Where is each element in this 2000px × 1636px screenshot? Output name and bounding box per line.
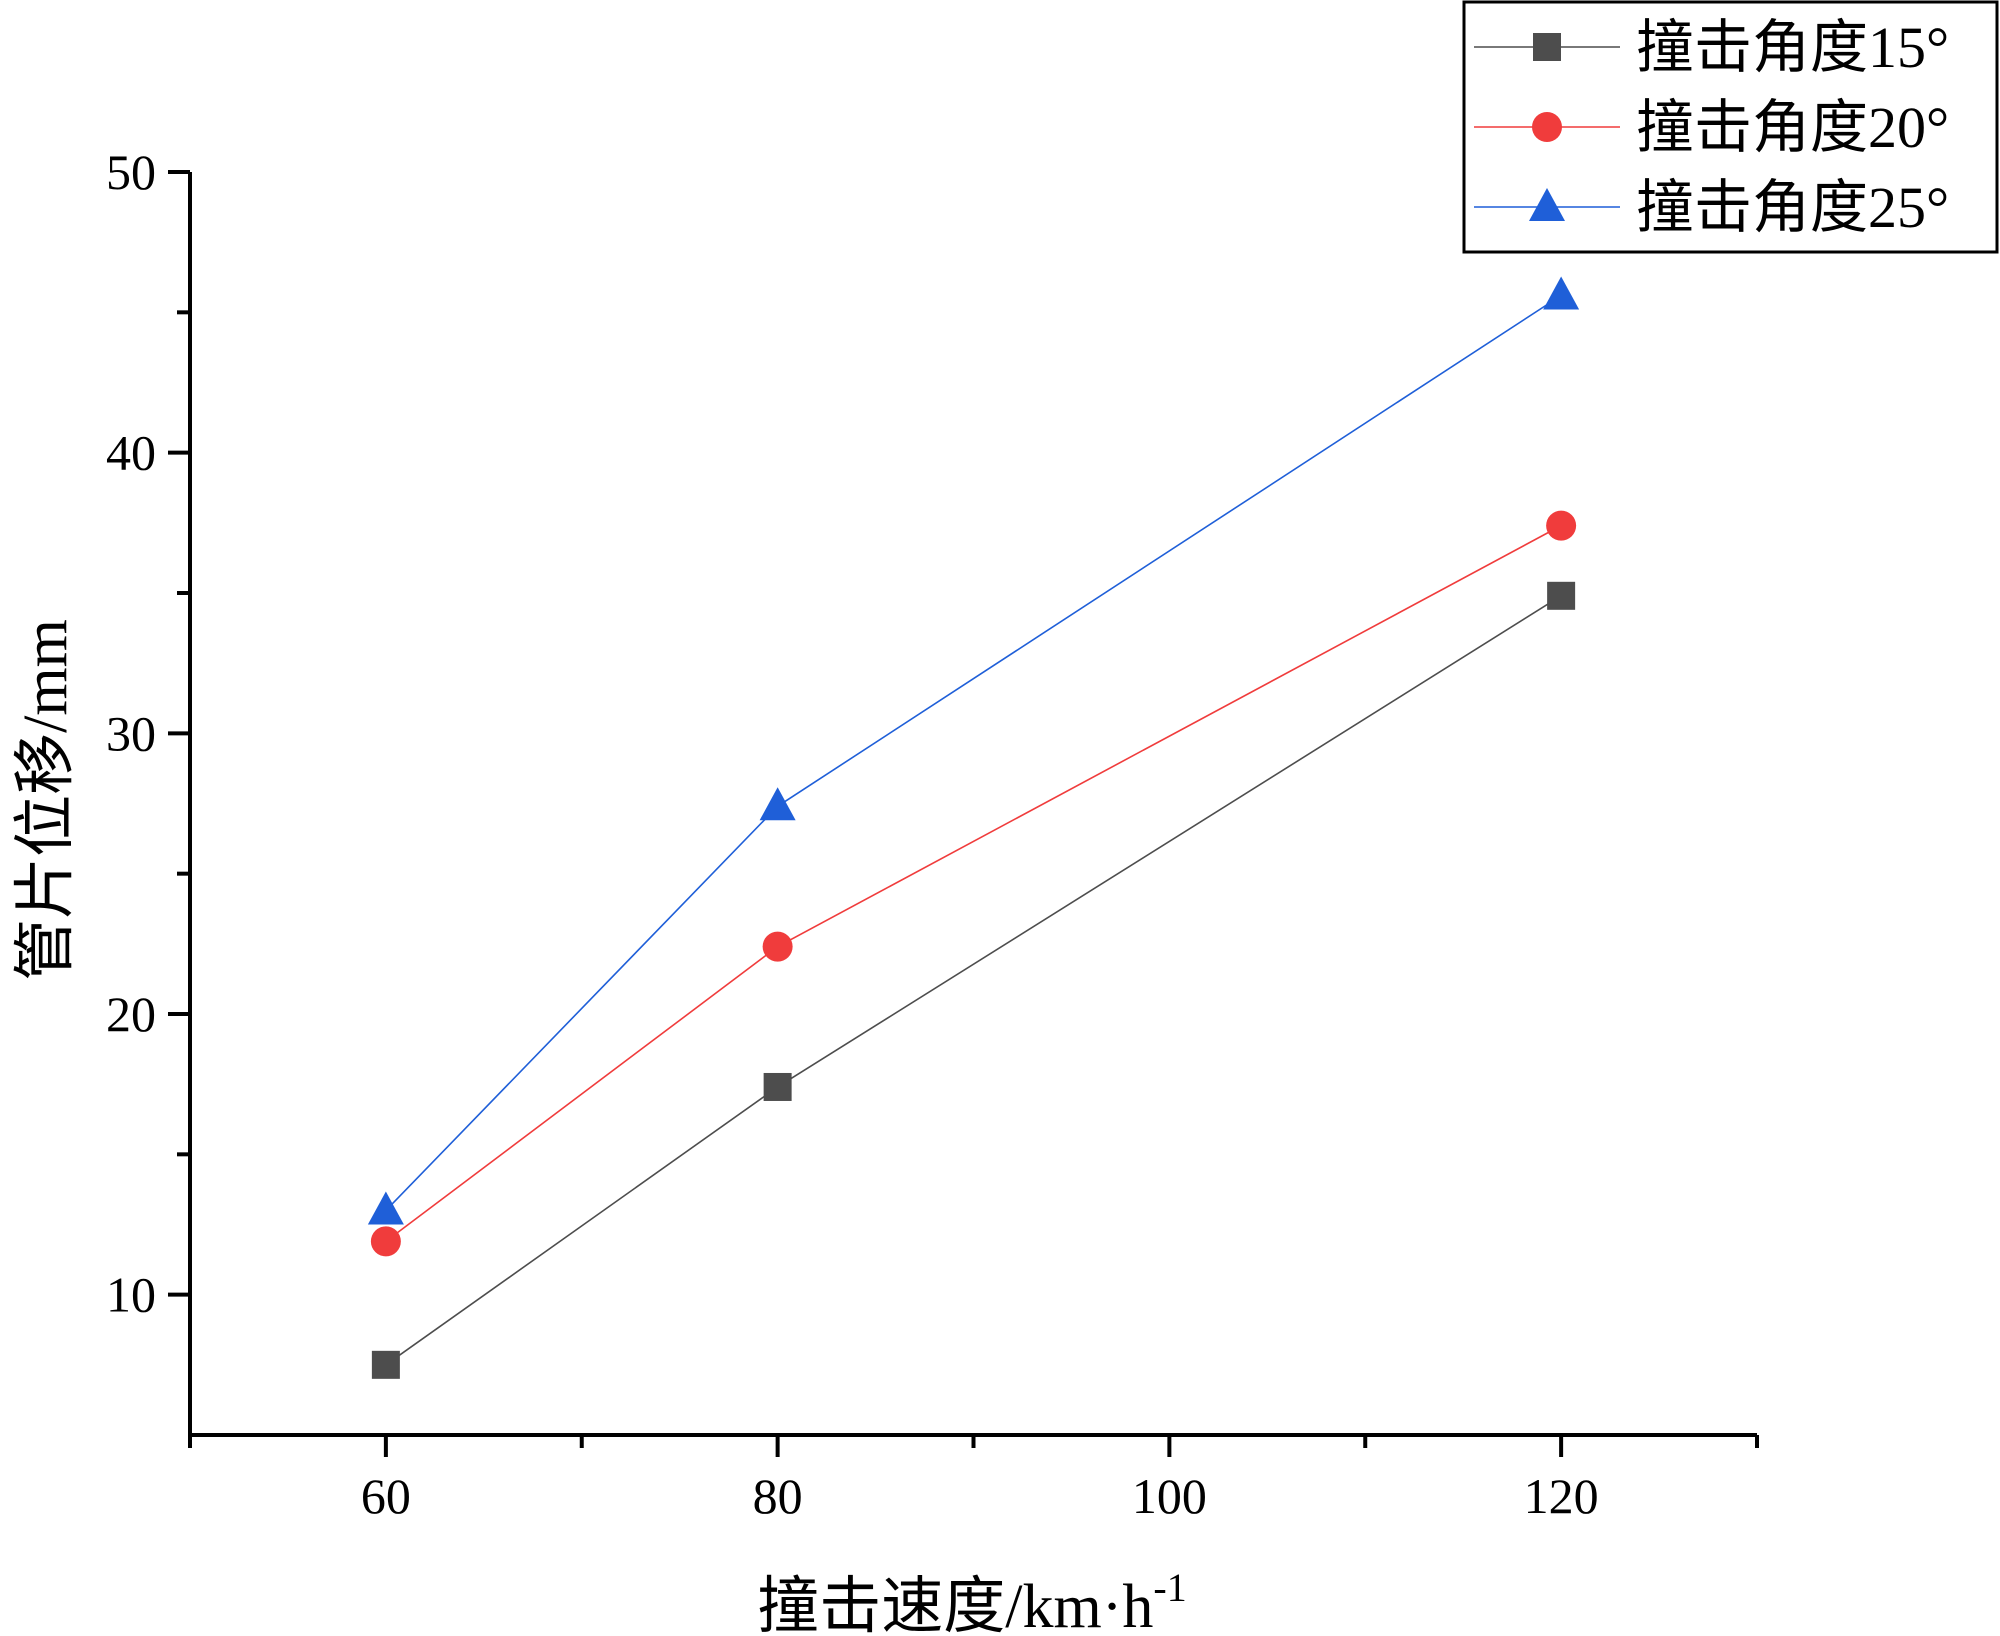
data-point: [1547, 581, 1576, 610]
legend: 撞击角度15° 撞击角度20° 撞击角度25°: [1462, 0, 1999, 254]
x-axis-title-superscript: -1: [1153, 1565, 1186, 1610]
y-tick-label: 30: [106, 705, 156, 761]
legend-marker: [1533, 33, 1561, 61]
series-3: [367, 276, 1580, 1225]
series-line: [385, 524, 1562, 1242]
x-axis-title-text: 撞击速度/km·h: [757, 1573, 1153, 1636]
y-ticks: 10 20 30 40 50: [106, 144, 190, 1323]
data-point: [367, 1191, 404, 1225]
series-line: [385, 294, 1562, 1212]
y-tick-label: 50: [106, 144, 156, 200]
x-axis-title: 撞击速度/km·h-1: [757, 1565, 1186, 1636]
y-tick-label: 10: [106, 1267, 156, 1323]
data-point: [1546, 510, 1577, 541]
data-point: [763, 1072, 792, 1101]
data-point: [759, 787, 796, 821]
y-axis-title: 管片位移/mm: [12, 619, 80, 981]
legend-marker: [1529, 188, 1565, 221]
legend-item: 撞击角度20°: [1474, 95, 1949, 160]
data-point: [370, 1226, 401, 1257]
axes: [188, 172, 1757, 1437]
legend-marker: [1532, 112, 1562, 142]
x-ticks: 60 80 100 120: [188, 1435, 1759, 1524]
data-point: [1543, 276, 1580, 310]
legend-item: 撞击角度15°: [1474, 15, 1949, 80]
series-line: [385, 595, 1562, 1366]
legend-label: 撞击角度25°: [1636, 175, 1949, 240]
data-point: [371, 1350, 400, 1379]
legend-item: 撞击角度25°: [1474, 175, 1949, 240]
series-2: [370, 510, 1577, 1257]
y-tick-label: 40: [106, 425, 156, 481]
y-tick-label: 20: [106, 986, 156, 1042]
series-1: [371, 581, 1576, 1379]
x-tick-label: 100: [1132, 1468, 1207, 1524]
x-tick-label: 80: [753, 1468, 803, 1524]
x-tick-label: 120: [1524, 1468, 1599, 1524]
legend-label: 撞击角度15°: [1636, 15, 1949, 80]
x-tick-label: 60: [361, 1468, 411, 1524]
series-layer: [367, 276, 1580, 1379]
data-point: [762, 931, 793, 962]
legend-label: 撞击角度20°: [1636, 95, 1949, 160]
